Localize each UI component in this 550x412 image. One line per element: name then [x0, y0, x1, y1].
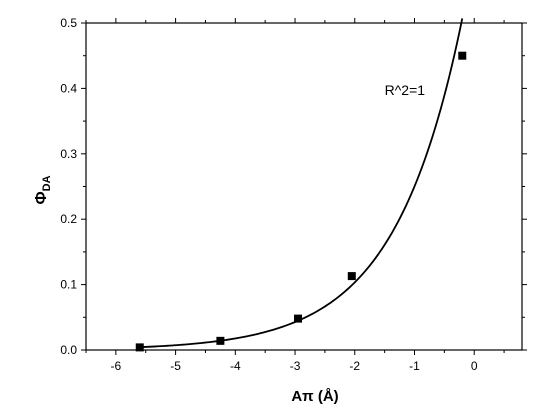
- y-tick-label: 0.1: [60, 278, 77, 292]
- x-tick-label: -4: [230, 359, 241, 373]
- data-point: [294, 314, 303, 323]
- plot-frame: [85, 22, 523, 351]
- x-tick-label: 0: [471, 359, 478, 373]
- x-tick-label: -2: [349, 359, 360, 373]
- data-point: [458, 51, 467, 60]
- y-tick-label: 0.5: [60, 16, 77, 30]
- x-tick-label: -6: [111, 359, 122, 373]
- tick-labels: -6 -5 -4 -3 -2 -1 0 0.0 0.1 0.2 0.3 0.4 0.5: [60, 16, 478, 373]
- data-point: [347, 272, 356, 281]
- x-tick-label: -5: [170, 359, 181, 373]
- x-tick-label: -3: [290, 359, 301, 373]
- y-axis-title-sub: DA: [41, 175, 53, 191]
- y-tick-label: 0.3: [60, 147, 77, 161]
- y-tick-label: 0.2: [60, 212, 77, 226]
- y-axis-title-main: Φ: [33, 191, 50, 204]
- x-tick-label: -1: [409, 359, 420, 373]
- y-tick-label: 0.4: [60, 81, 77, 95]
- data-point: [216, 336, 225, 345]
- fit-curve: [139, 18, 464, 349]
- x-axis-title: Aπ (Å): [291, 388, 338, 405]
- data-points: [135, 51, 467, 352]
- data-point: [135, 343, 144, 352]
- y-tick-label: 0.0: [60, 343, 77, 357]
- axis-ticks: [81, 18, 527, 355]
- y-axis-title: ΦDA: [33, 175, 53, 204]
- annotation-r2: R^2=1: [385, 82, 426, 98]
